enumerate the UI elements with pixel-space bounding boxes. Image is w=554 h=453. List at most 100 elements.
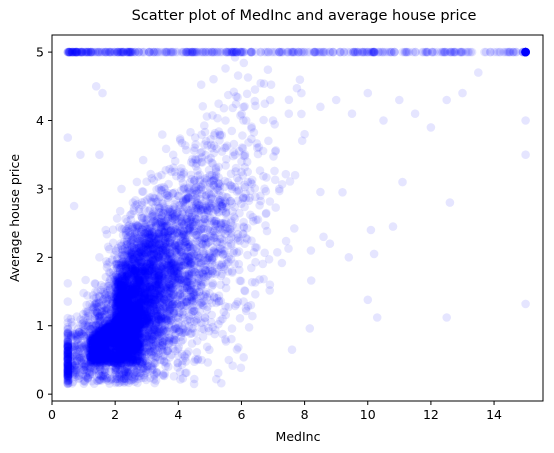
scatter-point [221, 208, 231, 218]
scatter-point [133, 276, 143, 285]
scatter-point [193, 314, 203, 324]
scatter-point [129, 301, 138, 311]
scatter-point [81, 275, 90, 285]
scatter-point [142, 331, 151, 341]
scatter-point [125, 318, 134, 328]
scatter-point [264, 136, 273, 146]
scatter-point [95, 361, 105, 370]
scatter-point [228, 268, 237, 277]
scatter-point [181, 145, 191, 155]
scatter-point [197, 318, 206, 328]
scatter-point [95, 327, 104, 337]
scatter-point [169, 278, 179, 288]
scatter-point [63, 375, 73, 384]
scatter-point [152, 304, 162, 314]
scatter-point [118, 274, 128, 284]
scatter-point [119, 321, 129, 331]
scatter-point [63, 373, 73, 383]
scatter-point [175, 291, 185, 300]
scatter-point [139, 269, 149, 279]
scatter-point [113, 299, 123, 308]
scatter-point [149, 271, 159, 281]
scatter-point [117, 319, 126, 328]
scatter-point [125, 307, 135, 317]
scatter-point [121, 261, 130, 271]
scatter-point [204, 206, 214, 216]
scatter-point [114, 298, 123, 307]
scatter-point [184, 210, 193, 219]
scatter-point [119, 324, 128, 334]
scatter-point [121, 325, 131, 335]
scatter-point [130, 306, 140, 316]
scatter-point [166, 283, 176, 292]
scatter-point [176, 212, 186, 222]
scatter-point [193, 281, 202, 291]
scatter-point [196, 298, 205, 308]
scatter-point [193, 166, 202, 175]
scatter-point [134, 266, 143, 276]
scatter-point [63, 350, 73, 359]
scatter-point [184, 281, 194, 291]
scatter-point [119, 327, 129, 337]
scatter-point [105, 285, 115, 294]
scatter-point [81, 307, 90, 317]
scatter-point [130, 228, 139, 238]
scatter-point [166, 286, 175, 295]
scatter-point [117, 316, 126, 326]
scatter-point [211, 167, 221, 176]
scatter-point [163, 270, 173, 280]
scatter-point [209, 180, 218, 190]
scatter-point [154, 234, 164, 244]
scatter-point [150, 289, 159, 298]
scatter-point [100, 334, 110, 344]
scatter-point [127, 222, 137, 232]
scatter-point [137, 287, 147, 297]
scatter-point [142, 356, 151, 365]
scatter-point [106, 356, 116, 366]
scatter-point [133, 316, 142, 325]
scatter-point [210, 217, 220, 226]
scatter-point [212, 204, 222, 213]
scatter-point [185, 242, 194, 251]
scatter-point [151, 318, 160, 327]
scatter-point [130, 280, 139, 289]
scatter-point [178, 252, 188, 262]
scatter-point [221, 310, 231, 320]
scatter-point [115, 320, 125, 330]
scatter-point [139, 315, 149, 325]
scatter-point [201, 273, 211, 282]
scatter-point [97, 324, 107, 334]
scatter-point [145, 236, 154, 246]
scatter-point [119, 280, 128, 290]
scatter-point [102, 293, 111, 303]
scatter-point [227, 126, 237, 136]
scatter-point [183, 327, 193, 336]
scatter-point [247, 122, 256, 131]
scatter-point [118, 287, 127, 297]
scatter-point [151, 271, 160, 281]
scatter-point [80, 362, 89, 372]
scatter-point [113, 322, 122, 332]
scatter-point [122, 263, 131, 273]
scatter-point [173, 269, 183, 278]
scatter-point [144, 276, 154, 285]
scatter-point [140, 307, 149, 317]
scatter-point [90, 356, 100, 365]
scatter-point [120, 275, 130, 285]
scatter-point [63, 347, 73, 357]
scatter-point [125, 312, 134, 322]
scatter-point [223, 223, 232, 233]
scatter-point [170, 167, 179, 177]
scatter-point [240, 102, 249, 111]
scatter-point [174, 266, 184, 276]
scatter-point [113, 357, 122, 367]
scatter-point [134, 289, 143, 299]
scatter-point [140, 267, 150, 277]
scatter-point [115, 312, 125, 321]
scatter-point [191, 140, 200, 149]
scatter-point [111, 294, 121, 303]
scatter-point [168, 221, 178, 231]
scatter-point [123, 319, 132, 329]
scatter-point [228, 103, 237, 113]
scatter-point [120, 260, 130, 270]
